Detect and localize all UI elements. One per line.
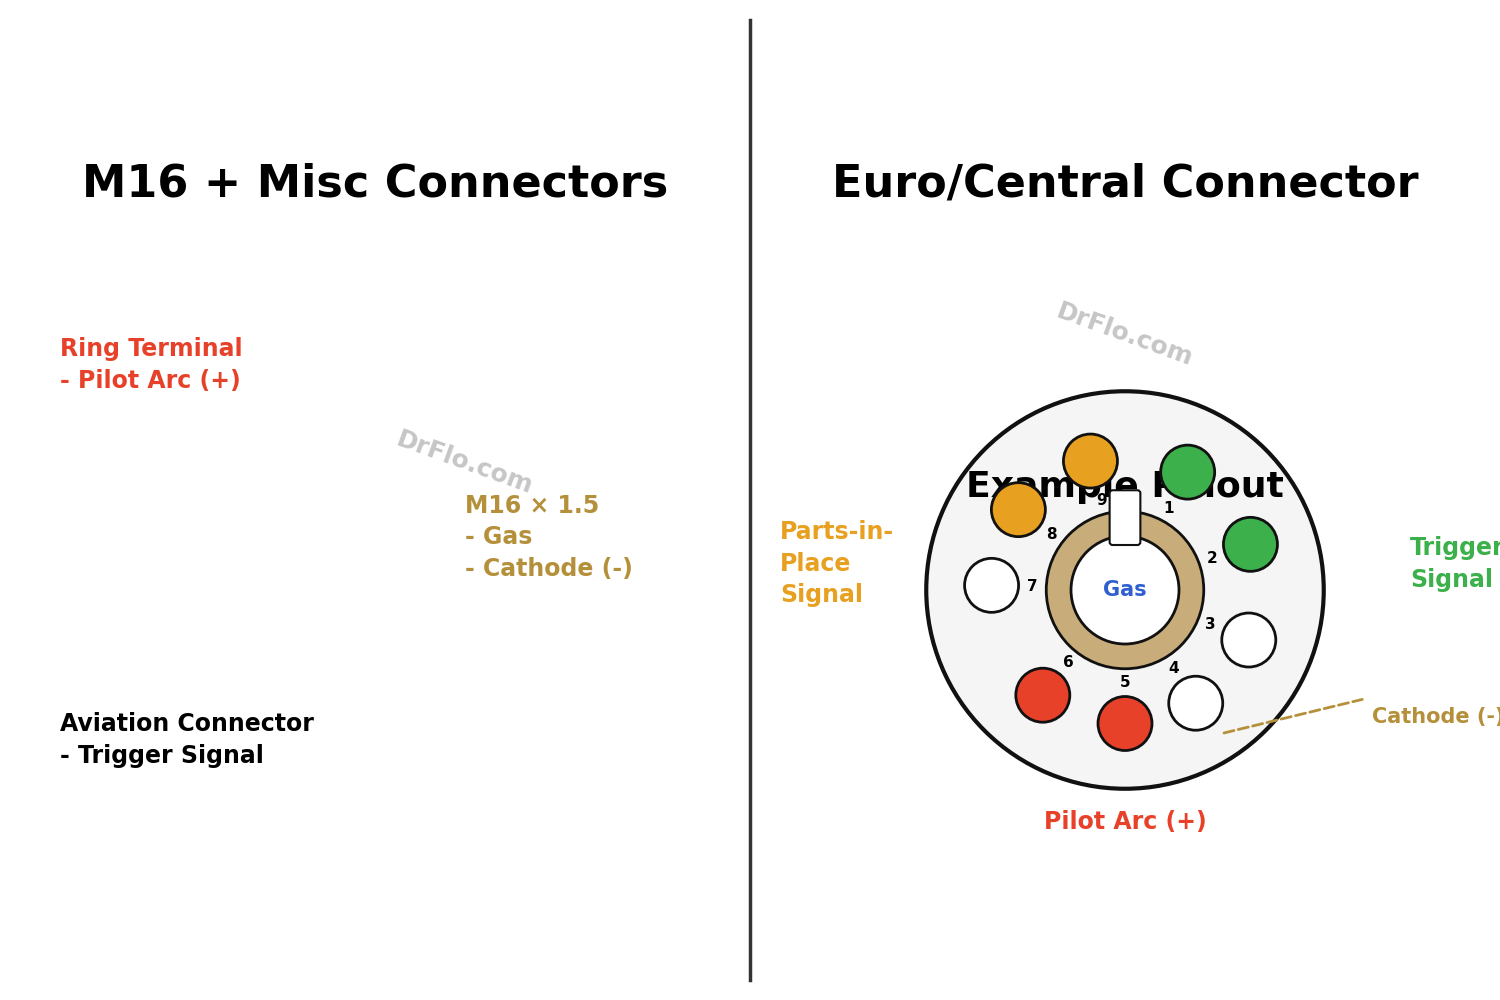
Circle shape <box>1016 668 1070 722</box>
Text: M16 + Misc Connectors: M16 + Misc Connectors <box>82 162 668 206</box>
Text: Gas: Gas <box>1102 580 1148 600</box>
Text: DrFlo.com: DrFlo.com <box>1053 299 1197 371</box>
Text: DrFlo.com: DrFlo.com <box>393 427 537 498</box>
Circle shape <box>1168 676 1222 730</box>
Text: Euro/Central Connector: Euro/Central Connector <box>831 162 1419 206</box>
Text: 8: 8 <box>1046 527 1056 542</box>
Text: Ring Terminal
- Pilot Arc (+): Ring Terminal - Pilot Arc (+) <box>60 337 243 393</box>
Text: Aviation Connector
- Trigger Signal: Aviation Connector - Trigger Signal <box>60 712 314 768</box>
Circle shape <box>964 558 1018 612</box>
Text: 3: 3 <box>1204 617 1216 632</box>
Circle shape <box>1047 511 1203 669</box>
Text: Trigger
Signal: Trigger Signal <box>1410 536 1500 592</box>
Circle shape <box>992 483 1045 537</box>
Circle shape <box>926 391 1323 789</box>
Text: Pilot Arc (+): Pilot Arc (+) <box>1044 810 1206 834</box>
Text: Example Pinout: Example Pinout <box>966 470 1284 504</box>
Circle shape <box>1161 445 1215 499</box>
Text: Parts-in-
Place
Signal: Parts-in- Place Signal <box>780 520 894 607</box>
Text: 2: 2 <box>1206 551 1216 566</box>
Text: Cathode (-): Cathode (-) <box>1372 708 1500 728</box>
Text: 5: 5 <box>1119 675 1131 690</box>
Text: M16 × 1.5
- Gas
- Cathode (-): M16 × 1.5 - Gas - Cathode (-) <box>465 494 633 581</box>
Text: 9: 9 <box>1096 493 1107 508</box>
Text: 1: 1 <box>1162 501 1173 516</box>
Text: 7: 7 <box>1028 579 1038 594</box>
Text: 4: 4 <box>1168 661 1179 676</box>
Circle shape <box>1098 696 1152 750</box>
Circle shape <box>1064 434 1118 488</box>
Circle shape <box>1222 613 1276 667</box>
Text: 6: 6 <box>1064 655 1074 670</box>
FancyBboxPatch shape <box>1110 490 1140 545</box>
Circle shape <box>1224 517 1278 571</box>
Circle shape <box>1071 536 1179 644</box>
